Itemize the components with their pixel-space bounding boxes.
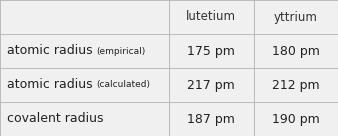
Text: 187 pm: 187 pm — [187, 112, 235, 126]
Text: 217 pm: 217 pm — [187, 78, 235, 92]
Text: 212 pm: 212 pm — [272, 78, 319, 92]
Text: 175 pm: 175 pm — [187, 44, 235, 58]
Text: (calculated): (calculated) — [96, 81, 150, 89]
Text: lutetium: lutetium — [186, 10, 236, 24]
Text: yttrium: yttrium — [274, 10, 318, 24]
Text: 180 pm: 180 pm — [272, 44, 320, 58]
Text: atomic radius: atomic radius — [7, 78, 96, 92]
Text: covalent radius: covalent radius — [7, 112, 103, 126]
Text: (empirical): (empirical) — [96, 47, 146, 55]
Text: 190 pm: 190 pm — [272, 112, 320, 126]
Text: atomic radius: atomic radius — [7, 44, 96, 58]
